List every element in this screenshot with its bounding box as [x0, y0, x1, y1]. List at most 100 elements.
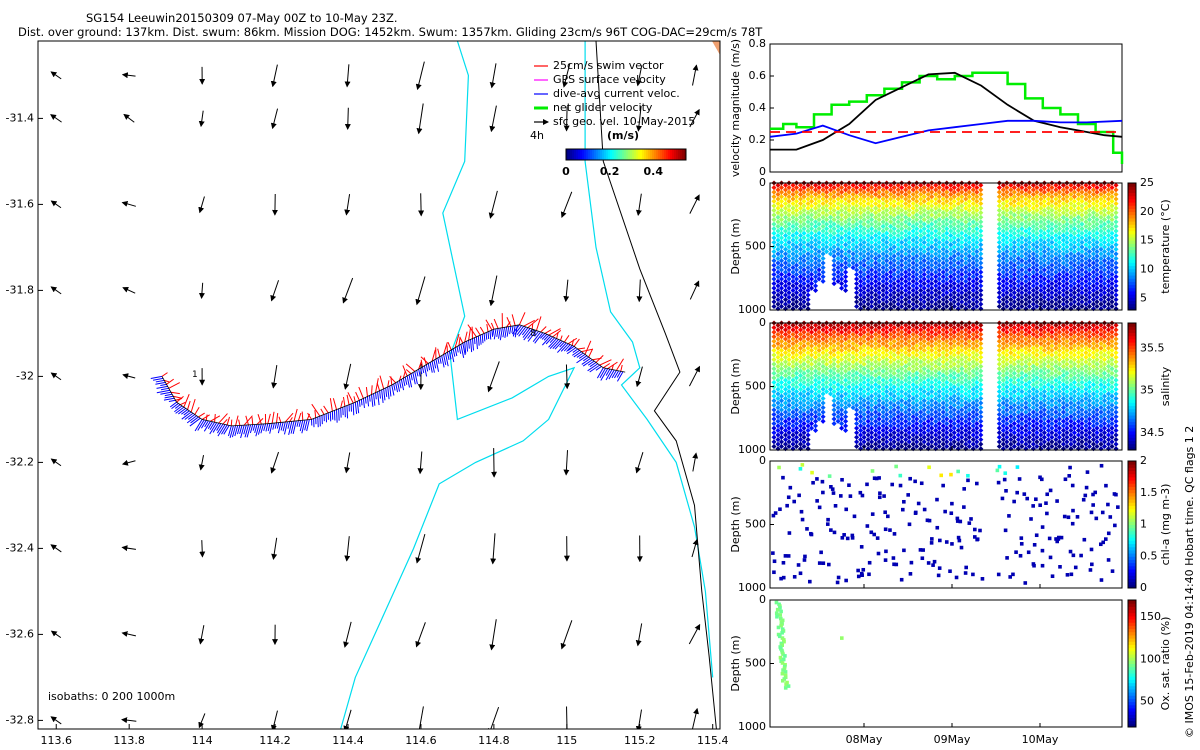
swim-vector	[198, 412, 205, 418]
profile-marker	[854, 276, 860, 282]
dac-vector	[541, 333, 548, 340]
dac-vector	[563, 344, 571, 352]
profile-marker	[978, 201, 984, 207]
profile-marker	[778, 198, 785, 204]
dac-vector	[425, 364, 429, 372]
profile-marker	[813, 287, 819, 293]
profile-marker	[978, 233, 984, 239]
swim-vector	[563, 335, 570, 343]
profile-marker	[820, 237, 826, 243]
profile-marker	[888, 205, 894, 211]
dac-vector	[287, 421, 291, 429]
profile-marker	[978, 210, 984, 216]
profile-marker	[996, 212, 1002, 218]
geo-velocity-arrow	[688, 365, 700, 387]
profile-marker	[869, 194, 875, 200]
profile-marker	[873, 278, 879, 284]
profile-marker	[820, 214, 826, 220]
dac-vector	[456, 346, 459, 353]
profile-marker	[805, 437, 811, 443]
profile-marker	[771, 290, 777, 296]
map-colorbar-cell	[668, 149, 671, 160]
track-label-end: 8	[530, 329, 536, 339]
dac-vector	[400, 379, 405, 391]
map-colorbar-cell	[646, 149, 649, 160]
profile-marker	[978, 437, 984, 443]
profile-marker	[805, 292, 811, 298]
profile-marker	[793, 198, 800, 204]
profile-marker	[873, 187, 879, 193]
profile-marker	[839, 198, 845, 204]
profile-marker	[880, 292, 886, 298]
map-colorbar-cell	[680, 149, 683, 160]
dac-vector	[534, 332, 544, 344]
map-colorbar-cell	[644, 149, 647, 160]
map-colorbar-cell	[648, 149, 651, 160]
geo-velocity-arrow	[488, 190, 498, 219]
map-colorbar-cell	[638, 149, 641, 160]
profile-marker	[816, 276, 822, 282]
swim-vector	[588, 348, 594, 358]
dac-vector	[204, 420, 209, 428]
profile-marker	[775, 265, 781, 271]
profile-marker	[888, 233, 894, 239]
profile-marker	[873, 182, 879, 188]
isobath-200m	[584, 41, 714, 678]
profile-marker	[782, 214, 789, 220]
temperature-colorbar-cell	[1128, 202, 1136, 206]
temperature-colorbar-cell	[1128, 240, 1136, 244]
swim-vector	[511, 314, 516, 326]
profile-marker	[880, 274, 886, 280]
profile-marker	[771, 217, 777, 223]
profile-marker	[891, 271, 897, 277]
profile-marker	[1113, 219, 1119, 225]
profile-marker	[888, 210, 894, 216]
profile-marker	[876, 203, 882, 209]
profile-marker	[771, 407, 777, 413]
profile-marker	[805, 269, 811, 275]
profile-marker	[782, 191, 789, 197]
temperature-panel	[771, 180, 1119, 312]
dac-vector	[448, 350, 452, 360]
profile-marker	[996, 407, 1002, 413]
profile-marker	[888, 278, 894, 284]
profile-marker	[884, 249, 890, 255]
dac-vector	[209, 421, 216, 430]
profile-marker	[771, 421, 777, 427]
profile-marker	[978, 306, 984, 312]
profile-marker	[873, 233, 879, 239]
dac-vector	[223, 425, 230, 435]
map-colorbar-cell	[608, 149, 611, 160]
profile-marker	[858, 301, 864, 307]
dac-vector	[252, 424, 256, 431]
profile-marker	[978, 400, 984, 406]
profile-marker	[880, 182, 886, 188]
temperature-colorbar-cell	[1128, 217, 1136, 222]
geo-velocity-arrow	[635, 105, 642, 132]
temperature-colorbar-cell	[1128, 205, 1136, 209]
profile-marker	[996, 421, 1002, 427]
profile-marker	[873, 223, 879, 229]
swim-vector	[458, 337, 461, 346]
geo-velocity-arrow	[271, 537, 278, 560]
velocity-ytick-label: 0.2	[749, 133, 767, 146]
swim-vector	[506, 317, 512, 327]
swim-vector	[387, 380, 390, 388]
dac-vector	[435, 358, 440, 372]
dac-vector	[272, 422, 275, 430]
profile-marker	[805, 301, 811, 307]
profile-marker	[816, 258, 822, 264]
profile-marker	[778, 271, 785, 277]
profile-marker	[876, 226, 882, 232]
profile-marker	[1113, 269, 1119, 275]
profile-marker	[843, 274, 849, 280]
profile-marker	[865, 292, 871, 298]
profile-marker	[820, 395, 826, 401]
profile-marker	[778, 294, 785, 300]
dac-vector	[216, 423, 224, 434]
profile-marker	[1113, 265, 1119, 271]
salinity-panel	[771, 320, 1119, 452]
profile-marker	[996, 239, 1002, 245]
swim-vector	[479, 326, 485, 334]
map-colorbar-cell	[566, 149, 569, 160]
